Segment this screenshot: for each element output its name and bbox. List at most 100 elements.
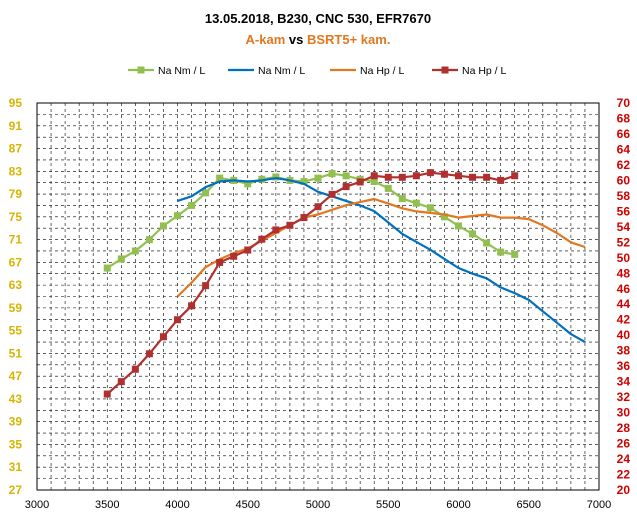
series-1-point xyxy=(103,264,111,272)
left-tick-label: 63 xyxy=(9,278,23,292)
series-1-point xyxy=(469,230,477,238)
series-1-point xyxy=(455,222,462,230)
right-tick-label: 68 xyxy=(617,111,631,125)
series-4-point xyxy=(216,258,224,266)
right-tick-label: 52 xyxy=(617,235,631,249)
subtitle-part-bsrt: BSRT5+ kam. xyxy=(307,32,390,47)
left-tick-label: 47 xyxy=(9,369,23,383)
left-tick-label: 91 xyxy=(9,119,23,133)
series-4-point xyxy=(328,190,336,198)
series-4-point xyxy=(188,302,196,310)
legend-label: Na Hp / L xyxy=(462,65,507,77)
left-tick-label: 27 xyxy=(9,483,23,497)
series-4-point xyxy=(145,350,153,358)
subtitle-part-vs: vs xyxy=(285,32,307,47)
right-tick-label: 60 xyxy=(617,173,631,187)
x-tick-label: 5000 xyxy=(306,499,330,511)
series-4-point xyxy=(202,282,210,290)
right-tick-label: 54 xyxy=(617,220,631,234)
series-1-point xyxy=(497,248,505,256)
series-1-point xyxy=(244,180,252,188)
left-tick-label: 43 xyxy=(9,392,23,406)
series-1-point xyxy=(188,201,196,209)
right-tick-label: 28 xyxy=(617,421,631,435)
series-4-point xyxy=(440,170,448,178)
x-tick-label: 4000 xyxy=(165,499,189,511)
right-tick-label: 40 xyxy=(617,328,631,342)
right-tick-label: 38 xyxy=(617,344,631,358)
right-tick-label: 64 xyxy=(617,142,631,156)
legend: Na Nm / L Na Nm / L Na Hp / L Na Hp / L xyxy=(128,65,507,77)
x-tick-label: 6000 xyxy=(446,499,470,511)
right-tick-label: 36 xyxy=(617,359,631,373)
right-tick-label: 26 xyxy=(617,437,631,451)
series-4-point xyxy=(230,252,238,260)
series-1-point xyxy=(412,199,420,207)
x-axis-ticks: 3000 3500 4000 4500 5000 5500 6000 6500 7000 xyxy=(25,499,611,511)
series-1-point xyxy=(272,173,280,181)
left-tick-label: 55 xyxy=(9,324,23,338)
series-4-point xyxy=(286,221,294,229)
series-1-point xyxy=(511,250,519,258)
left-tick-label: 79 xyxy=(9,187,23,201)
series-4-point xyxy=(314,203,322,211)
series-1-point xyxy=(202,189,210,197)
series-4-point xyxy=(412,172,420,180)
series-1-point xyxy=(426,204,434,212)
subtitle-part-a-kam: A-kam xyxy=(246,32,286,47)
x-tick-label: 3000 xyxy=(25,499,49,511)
series-4-point xyxy=(342,183,350,191)
series-1-point xyxy=(342,172,350,180)
series-1-point xyxy=(145,236,153,244)
right-tick-label: 32 xyxy=(617,390,631,404)
right-tick-label: 24 xyxy=(617,452,631,466)
series-1-point xyxy=(398,195,406,203)
series-4-point xyxy=(159,333,167,341)
right-tick-label: 58 xyxy=(617,189,631,203)
left-tick-label: 31 xyxy=(9,460,23,474)
legend-item-3: Na Hp / L xyxy=(330,65,405,77)
legend-label: Na Nm / L xyxy=(158,65,205,77)
x-tick-label: 3500 xyxy=(95,499,119,511)
series-4-point xyxy=(117,378,125,386)
left-tick-label: 71 xyxy=(9,233,23,247)
series-4-point xyxy=(174,316,181,324)
series-4-point xyxy=(426,169,434,177)
series-1-point xyxy=(174,212,181,220)
series-4-point xyxy=(483,173,491,181)
series-4-point xyxy=(469,173,477,181)
series-4-point xyxy=(244,246,252,254)
x-tick-label: 4500 xyxy=(236,499,260,511)
series-1-point xyxy=(483,239,491,247)
series-4-point xyxy=(103,390,111,398)
series-1-point xyxy=(131,247,139,255)
series-1-point xyxy=(258,175,266,183)
series-1-point xyxy=(117,255,125,263)
right-tick-label: 30 xyxy=(617,406,631,420)
right-tick-label: 44 xyxy=(617,297,631,311)
series-4-point xyxy=(497,176,505,184)
right-tick-label: 20 xyxy=(617,483,631,497)
x-tick-label: 6500 xyxy=(517,499,541,511)
left-tick-label: 75 xyxy=(9,210,23,224)
series-1-point xyxy=(370,178,378,186)
right-tick-label: 70 xyxy=(617,96,631,110)
series-4-point xyxy=(398,173,406,181)
right-tick-label: 22 xyxy=(617,468,631,482)
series-4-point xyxy=(131,365,139,373)
series-4-point xyxy=(370,172,378,180)
left-tick-label: 59 xyxy=(9,301,23,315)
series-4-point xyxy=(258,235,266,243)
series-1-point xyxy=(328,170,336,178)
plot-area xyxy=(36,102,600,491)
right-tick-label: 62 xyxy=(617,158,631,172)
series-4-point xyxy=(511,172,519,180)
right-tick-label: 56 xyxy=(617,204,631,218)
right-tick-label: 66 xyxy=(617,127,631,141)
right-tick-label: 48 xyxy=(617,266,631,280)
series-4-point xyxy=(384,173,392,181)
series-1-point xyxy=(440,213,448,221)
x-tick-label: 7000 xyxy=(587,499,611,511)
